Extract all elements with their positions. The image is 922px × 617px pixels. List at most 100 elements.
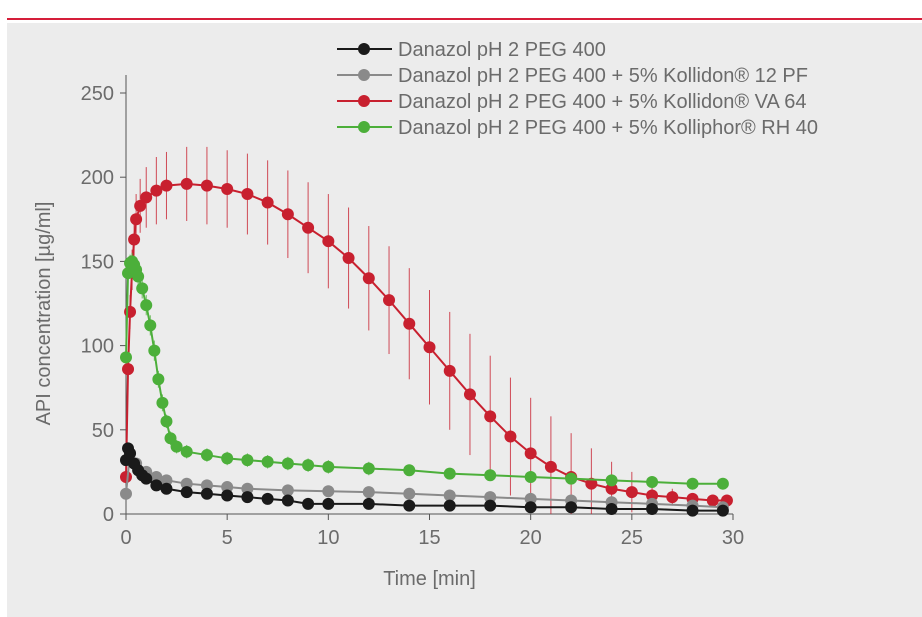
data-point	[160, 179, 173, 192]
axes: 0 5 10 15 20 25 30 0 50 100 150 200 250	[81, 75, 744, 549]
data-point	[140, 472, 153, 485]
data-point	[134, 199, 147, 212]
series-2	[120, 146, 733, 514]
data-point	[524, 470, 537, 483]
y-tick-label: 0	[103, 504, 114, 526]
y-tick-label: 250	[81, 83, 114, 105]
series-0	[120, 442, 729, 517]
top-divider	[7, 18, 922, 20]
data-point	[342, 252, 355, 265]
data-point	[221, 489, 234, 502]
data-point	[302, 221, 315, 234]
legend-swatch-marker	[358, 95, 370, 107]
data-point	[484, 469, 497, 482]
data-point	[716, 477, 729, 490]
series-3	[120, 252, 729, 490]
chart-panel: 0 5 10 15 20 25 30 0 50 100 150 200 250 Danazol pH 2…	[7, 23, 922, 617]
data-point	[261, 455, 274, 468]
series-line	[125, 259, 723, 485]
data-point	[403, 499, 416, 512]
data-point	[686, 504, 699, 517]
data-point	[302, 459, 315, 472]
x-tick-label: 30	[722, 527, 744, 549]
x-tick-label: 0	[120, 527, 131, 549]
data-point	[403, 317, 416, 330]
data-point	[565, 472, 578, 485]
plot-area	[120, 146, 733, 517]
data-point	[221, 182, 234, 195]
data-point	[484, 499, 497, 512]
data-point	[524, 447, 537, 460]
data-point	[120, 470, 132, 483]
x-tick-label: 10	[317, 527, 339, 549]
data-point	[241, 188, 254, 201]
data-point	[164, 432, 177, 445]
chart-svg: 0 5 10 15 20 25 30 0 50 100 150 200 250 Danazol pH 2…	[33, 39, 818, 590]
data-point	[524, 492, 537, 505]
data-point	[150, 184, 163, 197]
legend-label: Danazol pH 2 PEG 400	[398, 39, 606, 61]
data-point	[156, 396, 169, 409]
data-point	[322, 497, 335, 510]
data-point	[132, 270, 145, 283]
data-point	[362, 462, 375, 475]
data-point	[716, 504, 729, 517]
legend: Danazol pH 2 PEG 400 Danazol pH 2 PEG 400…	[337, 39, 818, 139]
data-point	[403, 464, 416, 477]
data-point	[646, 476, 659, 489]
data-point	[625, 486, 638, 499]
data-point	[565, 501, 578, 514]
data-point	[200, 179, 213, 192]
y-axis-label: API concentration [µg/ml]	[33, 202, 55, 426]
data-point	[180, 477, 193, 490]
data-point	[524, 501, 537, 514]
x-tick-label: 5	[222, 527, 233, 549]
data-point	[140, 299, 153, 312]
y-tick-label: 200	[81, 167, 114, 189]
data-point	[160, 474, 173, 487]
data-point	[322, 460, 335, 473]
legend-swatch-marker	[358, 69, 370, 81]
data-point	[241, 454, 254, 467]
data-point	[124, 305, 137, 318]
data-point	[120, 351, 132, 364]
data-point	[261, 196, 274, 209]
data-point	[362, 486, 375, 499]
data-point	[261, 492, 274, 505]
data-point	[666, 491, 679, 504]
data-point	[120, 487, 132, 500]
data-point	[150, 470, 163, 483]
data-point	[170, 440, 183, 453]
data-point	[241, 491, 254, 504]
y-tick-label: 100	[81, 336, 114, 358]
data-point	[281, 208, 294, 221]
data-point	[646, 502, 659, 515]
data-point	[200, 487, 213, 500]
data-point	[160, 482, 173, 495]
data-point	[148, 344, 161, 357]
data-point	[302, 497, 315, 510]
data-point	[140, 191, 153, 204]
data-point	[686, 477, 699, 490]
data-point	[443, 467, 456, 480]
data-point	[160, 415, 173, 428]
data-point	[281, 494, 294, 507]
x-tick-label: 25	[621, 527, 643, 549]
data-point	[150, 479, 163, 492]
legend-label: Danazol pH 2 PEG 400 + 5% Kollidon® 12 P…	[398, 65, 808, 87]
data-point	[221, 481, 234, 494]
data-point	[136, 282, 149, 295]
y-tick-label: 50	[92, 420, 114, 442]
data-point	[241, 482, 254, 495]
data-point	[646, 489, 659, 502]
data-point	[322, 235, 335, 248]
data-point	[605, 502, 618, 515]
data-point	[122, 363, 135, 376]
data-point	[484, 491, 497, 504]
data-point	[443, 489, 456, 502]
data-point	[605, 482, 618, 495]
x-tick-label: 20	[520, 527, 542, 549]
y-tick-label: 150	[81, 251, 114, 273]
data-point	[484, 410, 497, 423]
